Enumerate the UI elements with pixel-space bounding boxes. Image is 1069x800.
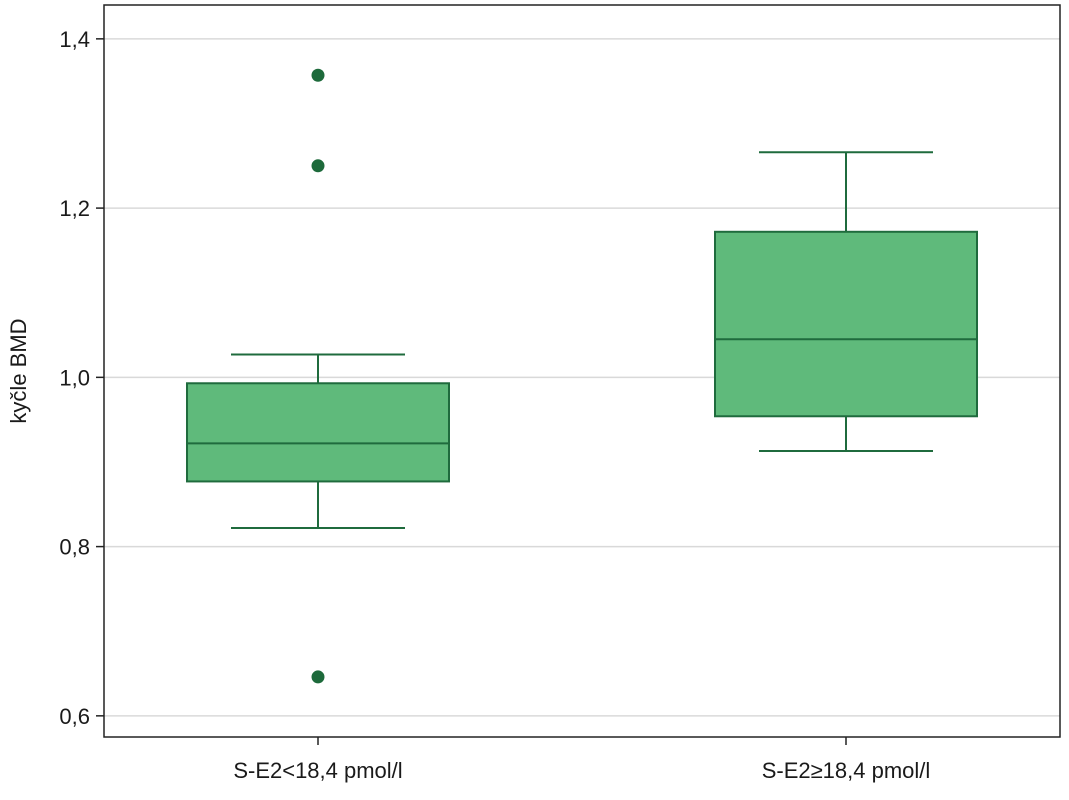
outlier-point <box>311 68 325 82</box>
y-axis-title: kyčle BMD <box>6 318 31 423</box>
x-axis-category-labels: S-E2<18,4 pmol/l S-E2≥18,4 pmol/l <box>233 737 930 783</box>
iqr-box <box>714 230 978 418</box>
x-category-label: S-E2<18,4 pmol/l <box>233 758 402 783</box>
y-tick-label: 1,2 <box>59 196 90 221</box>
boxes <box>186 151 978 529</box>
y-tick-label: 1,4 <box>59 27 90 52</box>
outlier-point <box>311 159 325 173</box>
gridlines <box>104 38 1060 717</box>
y-tick-label: 0,6 <box>59 704 90 729</box>
y-axis-ticks: 0,6 0,8 1,0 1,2 1,4 <box>59 27 104 729</box>
y-tick-label: 0,8 <box>59 535 90 560</box>
y-tick-label: 1,0 <box>59 365 90 390</box>
iqr-box <box>186 382 450 483</box>
box-1 <box>186 353 450 529</box>
box-2 <box>714 151 978 452</box>
outliers <box>311 68 325 684</box>
x-category-label: S-E2≥18,4 pmol/l <box>762 758 931 783</box>
plot-frame <box>103 4 1061 738</box>
outlier-point <box>311 670 325 684</box>
